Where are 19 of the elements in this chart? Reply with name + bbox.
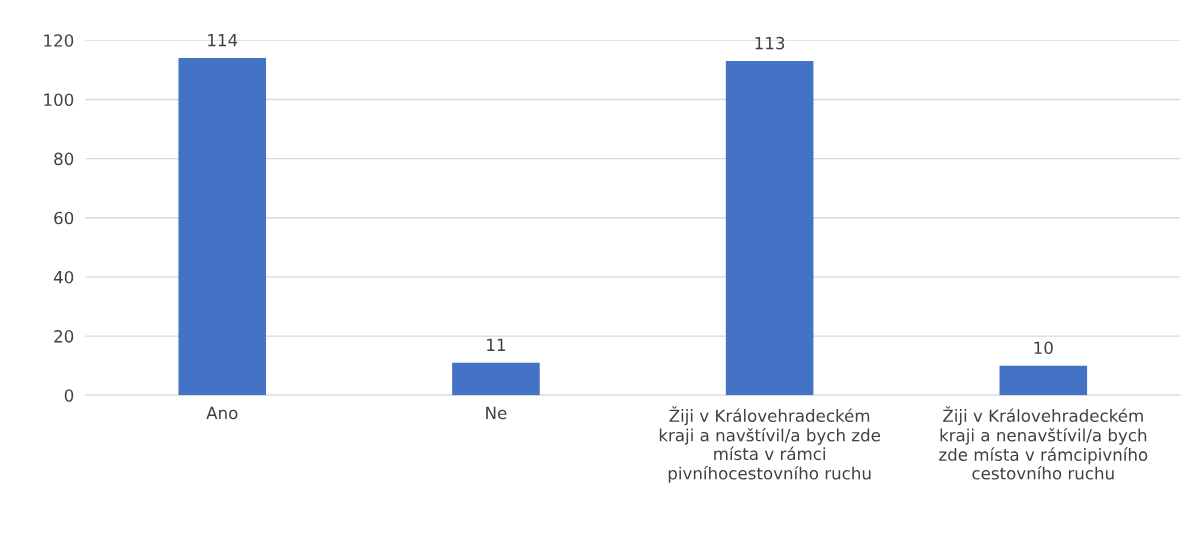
x-tick-label: Žiji v Královehradeckém kraji a navštívil/a bych zde místa v rámci pivníhocestovního ruchu [659,406,881,483]
bar [999,365,1088,396]
data-label: 114 [208,34,238,47]
data-label: 11 [487,338,505,351]
data-label: 10 [1034,341,1053,355]
x-tick-label: Žiji v Královehradeckém kraji a nenavštívil/a bych zde místa v rámcipivního cestovního ruchu [939,406,1148,480]
y-tick-label: 120 [44,34,74,47]
x-tick-label: Ne [486,406,507,420]
y-tick-label: 0 [64,389,74,402]
y-tick-label: 60 [54,211,74,225]
y-tick-label: 100 [44,93,74,106]
bar [178,58,267,396]
y-tick-label: 40 [53,270,74,284]
y-tick-label: 80 [54,152,74,166]
y-tick-label: 20 [54,330,74,343]
bar [452,362,540,396]
x-tick-label: Ano [206,406,238,420]
bar [725,60,814,396]
data-label: 113 [755,36,785,50]
